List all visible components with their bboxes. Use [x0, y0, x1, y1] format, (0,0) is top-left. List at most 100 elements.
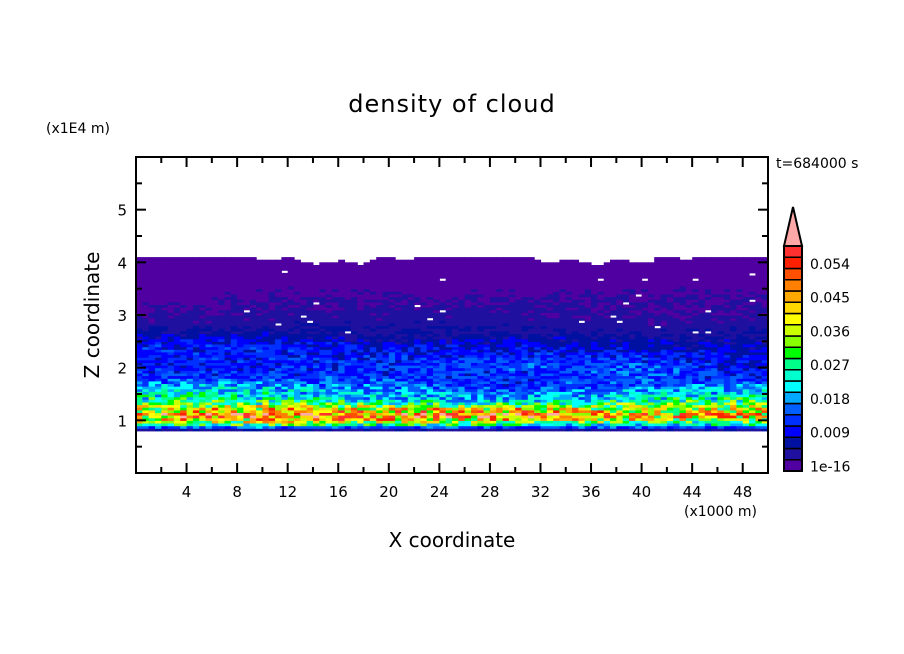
- heatmap-cell: [477, 346, 485, 350]
- heatmap-cell: [300, 401, 308, 406]
- heatmap-cell: [262, 415, 270, 419]
- heatmap-cell: [654, 367, 662, 371]
- heatmap-cell: [647, 401, 655, 406]
- heatmap-cell: [395, 423, 402, 427]
- heatmap-cell: [471, 372, 478, 377]
- heatmap-cell: [439, 375, 447, 379]
- heatmap-cell: [452, 359, 459, 363]
- heatmap-cell: [679, 357, 687, 361]
- heatmap-cell: [654, 372, 662, 377]
- heatmap-cell: [622, 344, 630, 348]
- heatmap-cell: [313, 357, 320, 361]
- heatmap-cell: [489, 391, 497, 395]
- heatmap-cell: [249, 336, 257, 340]
- heatmap-cell: [685, 344, 693, 348]
- heatmap-cell: [553, 317, 560, 321]
- heatmap-cell: [546, 409, 554, 413]
- heatmap-cell: [249, 304, 257, 308]
- heatmap-cell: [262, 346, 270, 350]
- heatmap-cell: [502, 330, 510, 334]
- heatmap-cell: [546, 312, 554, 316]
- heatmap-cell: [597, 367, 605, 371]
- heatmap-cell: [338, 383, 346, 387]
- heatmap-cell: [275, 388, 282, 392]
- heatmap-cell: [388, 412, 396, 416]
- heatmap-cell: [369, 391, 377, 395]
- heatmap-cell: [698, 372, 706, 377]
- heatmap-cell: [382, 404, 390, 408]
- heatmap-cell: [508, 404, 516, 408]
- heatmap-cell: [603, 407, 611, 411]
- heatmap-cell: [167, 320, 175, 324]
- heatmap-cell: [426, 423, 434, 427]
- heatmap-cell: [420, 307, 428, 311]
- heatmap-cell: [755, 351, 763, 356]
- heatmap-cell: [698, 417, 706, 421]
- heatmap-cell: [376, 399, 384, 403]
- heatmap-cell: [534, 338, 542, 342]
- heatmap-cell: [685, 372, 693, 377]
- heatmap-cell: [363, 354, 371, 358]
- heatmap-cell: [439, 336, 447, 340]
- heatmap-cell: [692, 346, 700, 350]
- heatmap-cell: [338, 415, 346, 419]
- heatmap-cell: [281, 304, 289, 308]
- heatmap-cell: [211, 394, 219, 398]
- heatmap-cell: [483, 344, 491, 348]
- heatmap-cell: [629, 383, 636, 387]
- heatmap-cell: [414, 399, 421, 403]
- heatmap-cell: [313, 388, 320, 392]
- heatmap-cell: [458, 341, 466, 345]
- heatmap-cell: [167, 383, 175, 387]
- heatmap-cell: [136, 409, 143, 413]
- heatmap-cell: [426, 312, 434, 316]
- heatmap-cell: [635, 401, 643, 406]
- heatmap-cell: [685, 357, 693, 361]
- heatmap-cell: [559, 378, 567, 382]
- heatmap-cell: [407, 370, 415, 374]
- heatmap-cell: [173, 412, 181, 416]
- heatmap-cell: [180, 375, 188, 379]
- heatmap-cell: [136, 336, 143, 340]
- heatmap-cell: [350, 359, 358, 363]
- heatmap-cell: [553, 338, 560, 342]
- heatmap-cell: [420, 299, 428, 303]
- heatmap-cell: [736, 396, 744, 400]
- heatmap-cell: [471, 378, 478, 382]
- heatmap-cell: [489, 394, 497, 398]
- heatmap-cell: [426, 383, 434, 387]
- heatmap-cell: [344, 425, 352, 429]
- heatmap-cell: [572, 336, 579, 340]
- heatmap-cell: [439, 351, 447, 356]
- heatmap-cell: [464, 307, 472, 311]
- heatmap-cell: [534, 309, 542, 313]
- heatmap-cell: [313, 380, 320, 384]
- heatmap-cell: [344, 407, 352, 411]
- heatmap-cell: [622, 370, 630, 374]
- heatmap-cell: [420, 372, 428, 377]
- heatmap-cell: [458, 399, 466, 403]
- heatmap-cell: [325, 346, 333, 350]
- heatmap-cell: [679, 330, 687, 334]
- heatmap-cell: [426, 404, 434, 408]
- heatmap-cell: [319, 346, 327, 350]
- heatmap-cell: [635, 404, 643, 408]
- heatmap-cell: [192, 296, 200, 300]
- heatmap-cell: [597, 357, 605, 361]
- heatmap-cell: [256, 417, 263, 421]
- heatmap-cell: [540, 341, 548, 345]
- heatmap-cell: [331, 396, 339, 400]
- heatmap-cell: [262, 401, 270, 406]
- heatmap-cell: [755, 330, 763, 334]
- heatmap-cell: [350, 330, 358, 334]
- heatmap-cell: [325, 365, 333, 369]
- heatmap-cell: [186, 354, 194, 358]
- heatmap-cell: [369, 341, 377, 345]
- heatmap-cell: [452, 349, 459, 353]
- heatmap-cell: [540, 428, 548, 432]
- heatmap-cell: [527, 372, 535, 377]
- heatmap-cell: [319, 420, 327, 424]
- heatmap-cell: [483, 386, 491, 390]
- heatmap-cell: [376, 359, 384, 363]
- heatmap-cell: [521, 404, 529, 408]
